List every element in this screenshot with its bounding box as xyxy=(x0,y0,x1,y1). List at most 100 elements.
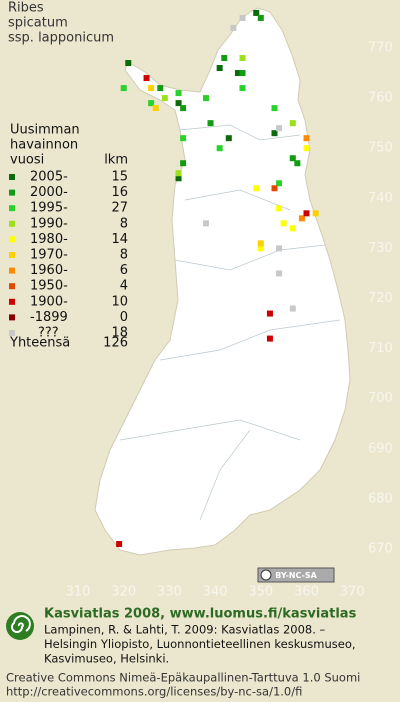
observation-square xyxy=(257,240,264,247)
title-line: Ribes xyxy=(8,1,44,16)
observation-square xyxy=(120,85,127,92)
y-coord-label: 760 xyxy=(368,91,393,106)
observation-square xyxy=(289,225,296,232)
citation-line: Helsingin Yliopisto, Luonnontieteellinen… xyxy=(44,637,356,651)
legend-label: 1950- xyxy=(30,279,68,294)
observation-square xyxy=(239,14,246,21)
legend-label: -1899 xyxy=(30,310,68,325)
observation-square xyxy=(239,55,246,62)
legend-label: 1990- xyxy=(30,216,68,231)
observation-square xyxy=(157,85,164,92)
observation-square xyxy=(280,220,287,227)
y-coord-label: 670 xyxy=(368,542,393,557)
legend-swatch xyxy=(9,283,15,290)
legend-count: 0 xyxy=(120,310,128,325)
badge-text: BY-NC-SA xyxy=(275,571,317,580)
observation-square xyxy=(230,24,237,31)
finland-outline xyxy=(94,7,351,556)
license-line: Creative Commons Nimeä-Epäkaupallinen-Ta… xyxy=(6,671,360,685)
observation-square xyxy=(276,270,283,277)
cc-icon xyxy=(260,569,272,581)
observation-square xyxy=(266,310,273,317)
badge-box xyxy=(257,567,335,583)
legend-col-year: vuosi xyxy=(10,153,44,168)
x-coord-label: 370 xyxy=(340,585,365,600)
legend-count: 6 xyxy=(120,263,128,278)
legend-count: 16 xyxy=(111,185,128,200)
y-coord-label: 680 xyxy=(368,491,393,506)
observation-square xyxy=(239,70,246,77)
observation-square xyxy=(180,105,187,112)
observation-square xyxy=(253,9,260,16)
observation-square xyxy=(294,160,301,167)
legend-swatch xyxy=(9,330,15,336)
legend-label: 2000- xyxy=(30,185,68,200)
y-coord-label: 750 xyxy=(368,141,393,156)
legend-count: 8 xyxy=(120,248,128,263)
observation-square xyxy=(216,145,223,152)
citation-line: Kasvimuseo, Helsinki. xyxy=(44,652,169,666)
legend-swatch xyxy=(9,174,15,180)
legend-swatch xyxy=(9,314,15,321)
total-label: Yhteensä xyxy=(9,336,70,351)
observation-square xyxy=(148,85,155,92)
observation-square xyxy=(303,135,310,142)
observation-square xyxy=(202,220,209,227)
observation-square xyxy=(116,540,123,547)
observation-square xyxy=(175,170,182,177)
observation-square xyxy=(266,335,273,342)
legend-count: 10 xyxy=(111,294,128,309)
observation-square xyxy=(125,60,132,67)
observation-square xyxy=(225,135,232,142)
legend-count: 14 xyxy=(111,232,128,247)
y-coord-label: 770 xyxy=(368,41,393,56)
observation-square xyxy=(276,245,283,252)
observation-square xyxy=(289,305,296,312)
legend-label: 2005- xyxy=(30,170,68,185)
legend-label: 1980- xyxy=(30,232,68,247)
legend-col-count: lkm xyxy=(104,153,128,168)
legend-label: 1995- xyxy=(30,201,68,216)
legend-swatch xyxy=(9,252,15,258)
observation-square xyxy=(207,120,214,127)
legend-header: Uusimman xyxy=(10,123,80,138)
x-coord-label: 330 xyxy=(157,585,182,600)
observation-square xyxy=(143,75,150,82)
x-coord-label: 340 xyxy=(203,585,228,600)
legend-swatch xyxy=(9,267,15,274)
citation-line: Lampinen, R. & Lahti, T. 2009: Kasviatla… xyxy=(44,623,326,637)
cc-badge: BY-NC-SA xyxy=(257,567,335,583)
observations xyxy=(116,9,319,547)
observation-square xyxy=(202,95,209,102)
observation-square xyxy=(253,185,260,192)
observation-square xyxy=(289,120,296,127)
legend-swatch xyxy=(9,236,15,243)
license-line: http://creativecommons.org/licenses/by-n… xyxy=(6,685,302,699)
observation-square xyxy=(257,245,264,252)
x-coord-label: 350 xyxy=(248,585,273,600)
y-coord-label: 710 xyxy=(368,341,393,356)
observation-square xyxy=(180,135,187,142)
observation-square xyxy=(234,70,241,77)
observation-square xyxy=(216,65,223,72)
legend-swatch xyxy=(9,220,15,227)
legend-count: 8 xyxy=(120,216,128,231)
observation-square xyxy=(239,85,246,92)
observation-square xyxy=(303,210,310,217)
observation-square xyxy=(221,55,228,62)
legend-swatch xyxy=(9,298,15,305)
observation-square xyxy=(175,90,182,97)
observation-square xyxy=(148,100,155,107)
x-coord-label: 320 xyxy=(111,585,136,600)
observation-square xyxy=(271,130,278,137)
y-coord-label: 690 xyxy=(368,441,393,456)
observation-square xyxy=(303,145,310,152)
title-line: ssp. lapponicum xyxy=(8,31,114,46)
observation-square xyxy=(271,105,278,112)
legend-label: 1960- xyxy=(30,263,68,278)
observation-square xyxy=(276,125,283,132)
observation-square xyxy=(271,185,278,192)
observation-square xyxy=(161,95,168,102)
